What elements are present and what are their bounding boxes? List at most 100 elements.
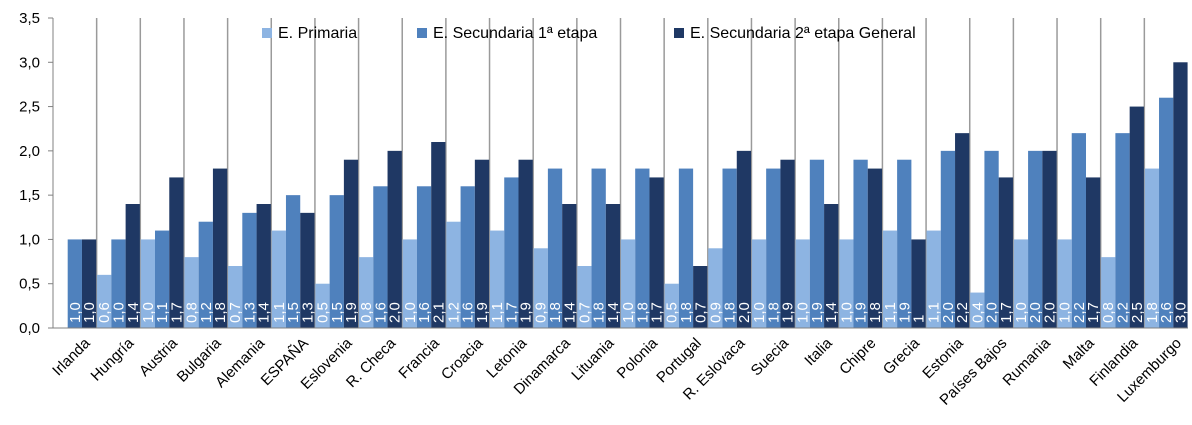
bar: [154, 230, 170, 328]
bar: [489, 230, 505, 328]
data-label: 1,9: [474, 302, 491, 323]
legend-label: E. Primaria: [278, 25, 357, 42]
data-label: 1,0: [838, 302, 855, 323]
data-label: 1,9: [518, 302, 535, 323]
bar: [547, 168, 563, 328]
data-label: 1,8: [678, 302, 695, 323]
bar: [228, 266, 243, 328]
bar: [125, 204, 140, 328]
data-label: 1,9: [853, 302, 870, 323]
data-label: 1,8: [212, 302, 229, 323]
data-label: 0,7: [692, 302, 709, 323]
data-label: 1,8: [867, 302, 884, 323]
bar: [722, 168, 737, 328]
bar: [81, 239, 97, 328]
data-label: 1,7: [168, 302, 185, 323]
data-label: 1,8: [1144, 302, 1161, 323]
bar: [285, 195, 301, 328]
bar: [387, 150, 402, 328]
data-label: 1,1: [926, 302, 943, 323]
data-label: 2,0: [387, 302, 404, 323]
bar: [300, 212, 315, 328]
data-label: 1,4: [561, 302, 578, 323]
legend-label: E. Secundaria 2ª etapa General: [690, 25, 916, 42]
bar: [169, 177, 184, 328]
data-label: 2,6: [1158, 302, 1175, 323]
bar: [824, 204, 839, 328]
bar: [460, 186, 475, 328]
data-label: 1,7: [1085, 302, 1102, 323]
bar: [984, 150, 999, 328]
data-label: 1,9: [809, 302, 826, 323]
data-label: 1,0: [110, 302, 127, 323]
data-label: 1,5: [329, 302, 346, 323]
bar: [693, 266, 708, 328]
data-label: 2,2: [1071, 302, 1088, 323]
data-label: 1,7: [998, 302, 1015, 323]
data-label: 0,4: [969, 302, 986, 323]
data-label: 1,0: [620, 302, 637, 323]
bar: [271, 230, 286, 328]
data-label: 1,4: [256, 302, 273, 323]
bar: [1101, 257, 1116, 328]
bar: [184, 257, 199, 328]
bar: [926, 230, 941, 328]
bar: [1129, 106, 1144, 328]
bar: [533, 248, 548, 328]
bar: [1086, 177, 1101, 328]
bar: [1173, 62, 1188, 329]
bar: [591, 168, 606, 328]
data-label: 0,8: [358, 302, 375, 323]
data-label: 1,2: [198, 302, 215, 323]
data-label: 0,8: [184, 302, 201, 323]
data-label: 1,1: [489, 302, 506, 323]
data-label: 1,8: [722, 302, 739, 323]
bar: [1042, 150, 1057, 328]
category-label: Suecia: [748, 334, 793, 379]
y-tick-label: 2,0: [19, 143, 40, 160]
bar: [955, 133, 970, 328]
y-tick-label: 2,5: [19, 99, 40, 116]
category-label: Chipre: [836, 335, 879, 378]
bar: [635, 168, 650, 328]
bars: 1,01,00,61,01,41,01,11,70,81,21,80,71,31…: [67, 62, 1189, 329]
data-label: 1,0: [81, 302, 98, 323]
category-labels: IrlandaHungríaAustriaBulgariaAlemaniaESP…: [49, 334, 1185, 408]
bar: [212, 168, 228, 328]
data-label: 1,9: [780, 302, 797, 323]
bar: [678, 168, 694, 328]
data-label: 2,5: [1129, 302, 1146, 323]
bar: [867, 168, 883, 328]
bar: [970, 292, 985, 328]
category-label: Lituania: [568, 334, 618, 384]
data-label: 1,4: [125, 302, 142, 323]
data-label: 1,0: [1013, 302, 1030, 323]
legend-swatch: [417, 28, 427, 38]
data-label: 2,0: [984, 302, 1001, 323]
bar: [111, 239, 126, 328]
y-tick-label: 0,5: [19, 276, 40, 293]
bar: [998, 177, 1013, 328]
bar: [940, 150, 956, 328]
data-label: 1: [911, 315, 928, 323]
data-label: 0,6: [96, 302, 113, 323]
bar: [1013, 239, 1029, 328]
data-label: 0,5: [314, 302, 331, 323]
bar: [853, 159, 868, 328]
legend-label: E. Secundaria 1ª etapa: [433, 25, 597, 42]
y-tick-label: 3,0: [19, 54, 40, 71]
data-label: 1,7: [503, 302, 520, 323]
bar: [605, 204, 621, 328]
bar: [795, 239, 810, 328]
category-label: Croacia: [438, 334, 487, 383]
data-label: 1,8: [591, 302, 608, 323]
data-label: 1,3: [299, 302, 316, 323]
bar: [67, 239, 82, 328]
y-tick-label: 3,5: [19, 10, 40, 27]
data-label: 1,0: [751, 302, 768, 323]
bar: [620, 239, 636, 328]
data-label: 1,1: [154, 302, 171, 323]
bar: [1115, 133, 1130, 328]
data-label: 1,1: [882, 302, 899, 323]
category-label: Malta: [1060, 334, 1098, 372]
